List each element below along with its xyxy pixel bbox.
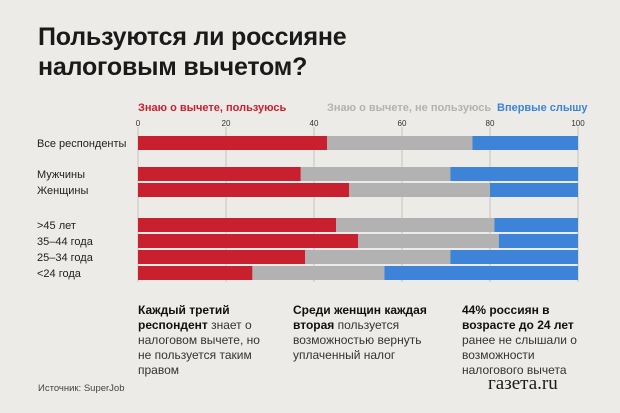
bar-3-series-2 (494, 218, 578, 232)
bar-3-series-1 (336, 218, 495, 232)
bar-6-series-1 (252, 266, 385, 280)
note-2-text: пользуется возможностью вернуть уплаченн… (293, 318, 422, 362)
note-3-text: ранее не слышали о возможности налоговог… (462, 333, 577, 377)
bar-0-series-1 (327, 136, 473, 150)
bar-1-series-0 (138, 167, 301, 181)
source-label: Источник: SuperJob (38, 383, 125, 394)
bar-2-series-1 (349, 183, 490, 197)
category-label-3: >45 лет (37, 220, 76, 232)
bar-2-series-0 (138, 183, 350, 197)
page-title: Пользуются ли россияне налоговым вычетом… (38, 23, 347, 81)
bar-5-series-1 (305, 250, 451, 264)
bar-0-series-2 (472, 136, 578, 150)
legend-item-first-time: Впервые слышу (497, 102, 588, 114)
brand-logo: газета.ru (488, 373, 558, 394)
note-3-bold: 44% россиян в возрасте до 24 лет (462, 303, 574, 332)
note-2: Среди женщин каждая вторая пользуется во… (293, 303, 433, 363)
note-3: 44% россиян в возрасте до 24 лет ранее н… (462, 303, 587, 378)
bar-1-series-2 (450, 167, 578, 181)
bar-5-series-2 (450, 250, 578, 264)
bar-2-series-2 (490, 183, 578, 197)
x-tick-label-80: 80 (486, 119, 495, 128)
bar-4-series-0 (138, 234, 358, 248)
note-1: Каждый третий респондент знает о налогов… (138, 303, 268, 378)
category-label-0: Все респонденты (37, 138, 127, 150)
note-1-text: знает о налоговом вычете, но не пользует… (138, 318, 260, 377)
category-label-5: 25–34 года (37, 252, 94, 264)
bar-6-series-0 (138, 266, 253, 280)
x-tick-label-100: 100 (571, 119, 585, 128)
category-label-6: <24 года (37, 268, 82, 280)
x-tick-label-0: 0 (136, 119, 141, 128)
category-label-2: Женщины (37, 185, 88, 197)
legend-item-used: Знаю о вычете, пользуюсь (138, 102, 287, 114)
bar-3-series-0 (138, 218, 336, 232)
x-tick-label-20: 20 (222, 119, 231, 128)
category-label-1: Мужчины (37, 169, 85, 181)
x-tick-label-60: 60 (398, 119, 407, 128)
bar-4-series-2 (498, 234, 578, 248)
note-2-bold: Среди женщин каждая вторая (293, 303, 427, 332)
bar-1-series-1 (300, 167, 451, 181)
stacked-bar-chart: 0 20 40 60 80 100 Все респонденты Мужчины Женщин… (37, 119, 585, 282)
bar-6-series-2 (384, 266, 578, 280)
legend-item-not-used: Знаю о вычете, не пользуюсь (327, 102, 492, 114)
bar-4-series-1 (358, 234, 499, 248)
category-label-4: 35–44 года (37, 236, 94, 248)
bar-5-series-0 (138, 250, 306, 264)
note-1-bold: Каждый третий респондент (138, 303, 230, 332)
x-tick-label-40: 40 (310, 119, 319, 128)
bar-0-series-0 (138, 136, 328, 150)
